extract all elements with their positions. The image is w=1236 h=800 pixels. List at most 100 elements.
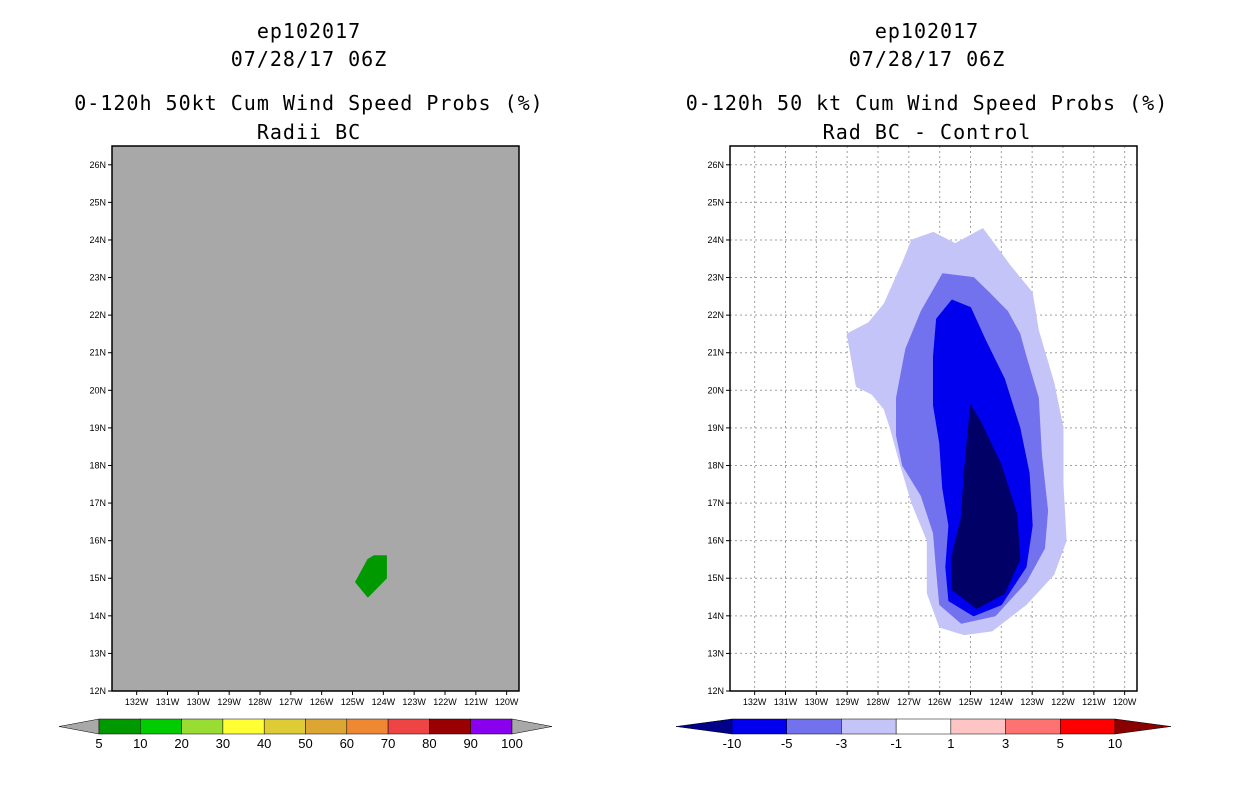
right-title-date: 07/28/17 06Z [848, 47, 1006, 71]
right-colorbar-end-left [675, 718, 733, 735]
left-xtick-label: 121W [464, 697, 488, 707]
right-chart: 12N 13N 14N 15N 16N 17N 18N 19N 20N 21N 22N 23N 24N 2… [675, 145, 1172, 751]
right-colorbar-segment [1005, 718, 1061, 735]
right-ytick-label: 24N [707, 235, 724, 245]
left-colorbar-segment [263, 718, 306, 735]
left-title-subtitle: Radii BC [256, 120, 362, 144]
right-title-subtitle: Rad BC - Control [822, 120, 1032, 144]
left-colorbar-label: 20 [174, 736, 188, 751]
left-ytick-label: 24N [89, 235, 106, 245]
right-ytick-label: 17N [707, 498, 724, 508]
left-contour-1 [355, 555, 387, 598]
left-xtick-label: 132W [125, 697, 149, 707]
left-colorbar-label: 80 [422, 736, 436, 751]
right-colorbar-label: -5 [781, 736, 793, 751]
left-ytick-label: 13N [89, 648, 106, 658]
left-panel: ep102017 07/28/17 06Z 0-120h 50kt Cum Wi… [58, 19, 553, 751]
right-ytick-label: 19N [707, 423, 724, 433]
left-colorbar-label: 70 [381, 736, 395, 751]
left-colorbar-segment [305, 718, 348, 735]
right-xtick-label: 124W [990, 697, 1014, 707]
right-colorbar-segment [1060, 718, 1116, 735]
left-xtick-label: 123W [402, 697, 426, 707]
left-ytick-label: 18N [89, 460, 106, 470]
right-ytick-label: 20N [707, 385, 724, 395]
right-plot-frame [729, 145, 1138, 692]
right-colorbar-segment [731, 718, 787, 735]
right-colorbar-label: -10 [723, 736, 742, 751]
right-title-storm: ep102017 [874, 19, 980, 43]
left-colorbar-end-right [511, 718, 553, 735]
right-xtick-label: 132W [743, 697, 767, 707]
right-contour-4 [951, 404, 1021, 609]
left-ytick-label: 14N [89, 611, 106, 621]
left-plot-background [112, 146, 519, 691]
left-xtick-label: 128W [248, 697, 272, 707]
left-ytick-label: 16N [89, 536, 106, 546]
right-colorbar-label: -1 [890, 736, 902, 751]
left-title-date: 07/28/17 06Z [230, 47, 388, 71]
left-ytick-label: 20N [89, 385, 106, 395]
left-ytick-label: 26N [89, 160, 106, 170]
right-xtick-label: 129W [835, 697, 859, 707]
right-ytick-label: 25N [707, 197, 724, 207]
right-xtick-label: 122W [1051, 697, 1075, 707]
right-colorbar-segment [786, 718, 842, 735]
right-ytick-label: 26N [707, 160, 724, 170]
right-colorbar-segment [950, 718, 1006, 735]
left-xtick-label: 125W [341, 697, 365, 707]
right-ytick-label: 23N [707, 273, 724, 283]
right-colorbar-label: 5 [1057, 736, 1064, 751]
left-xtick-label: 130W [187, 697, 211, 707]
right-xtick-label: 127W [897, 697, 921, 707]
right-ytick-label: 12N [707, 686, 724, 696]
right-title-product: 0-120h 50 kt Cum Wind Speed Probs (%) [685, 91, 1169, 115]
left-title-product: 0-120h 50kt Cum Wind Speed Probs (%) [74, 91, 544, 115]
right-ytick-label: 22N [707, 310, 724, 320]
right-ytick-label: 21N [707, 348, 724, 358]
left-ytick-label: 17N [89, 498, 106, 508]
right-xtick-label: 131W [774, 697, 798, 707]
left-xtick-label: 122W [433, 697, 457, 707]
left-xtick-label: 129W [217, 697, 241, 707]
left-xtick-label: 127W [279, 697, 303, 707]
left-ytick-label: 15N [89, 573, 106, 583]
left-colorbar-label: 100 [501, 736, 523, 751]
left-chart: 12N 13N 14N 15N 16N 17N 18N 19N 20N 21N 22N 23N 24N 2… [58, 145, 553, 751]
left-ytick-label: 25N [89, 197, 106, 207]
left-ytick-label: 19N [89, 423, 106, 433]
left-colorbar-label: 5 [95, 736, 102, 751]
left-colorbar-segment [470, 718, 513, 735]
left-colorbar-segment [140, 718, 182, 735]
right-colorbar-label: 3 [1002, 736, 1009, 751]
left-colorbar-segment [346, 718, 389, 735]
left-xtick-label: 124W [372, 697, 396, 707]
left-colorbar-segment [181, 718, 224, 735]
left-colorbar-segment [98, 718, 141, 735]
left-ytick-label: 12N [89, 686, 106, 696]
left-ytick-label: 22N [89, 310, 106, 320]
left-plot-frame [111, 145, 520, 692]
left-colorbar-segment [222, 718, 265, 735]
right-ytick-label: 16N [707, 536, 724, 546]
left-colorbar-label: 50 [298, 736, 312, 751]
right-xtick-label: 126W [928, 697, 952, 707]
right-xtick-label: 125W [959, 697, 983, 707]
left-xtick-label: 126W [310, 697, 334, 707]
right-xtick-label: 120W [1113, 697, 1137, 707]
left-title-storm: ep102017 [256, 19, 362, 43]
right-ytick-label: 18N [707, 460, 724, 470]
left-xtick-label: 120W [495, 697, 519, 707]
left-xtick-label: 131W [156, 697, 180, 707]
right-xtick-label: 128W [866, 697, 890, 707]
left-ytick-label: 21N [89, 348, 106, 358]
right-colorbar-end-right [1114, 718, 1172, 735]
right-ytick-label: 14N [707, 611, 724, 621]
left-colorbar-label: 30 [216, 736, 230, 751]
right-colorbar-label: 1 [947, 736, 954, 751]
left-colorbar-segment [429, 718, 471, 735]
left-colorbar-label: 90 [463, 736, 477, 751]
right-ytick-label: 15N [707, 573, 724, 583]
right-panel: ep102017 07/28/17 06Z 0-120h 50 kt Cum W… [618, 0, 1236, 800]
right-xtick-label: 130W [805, 697, 829, 707]
